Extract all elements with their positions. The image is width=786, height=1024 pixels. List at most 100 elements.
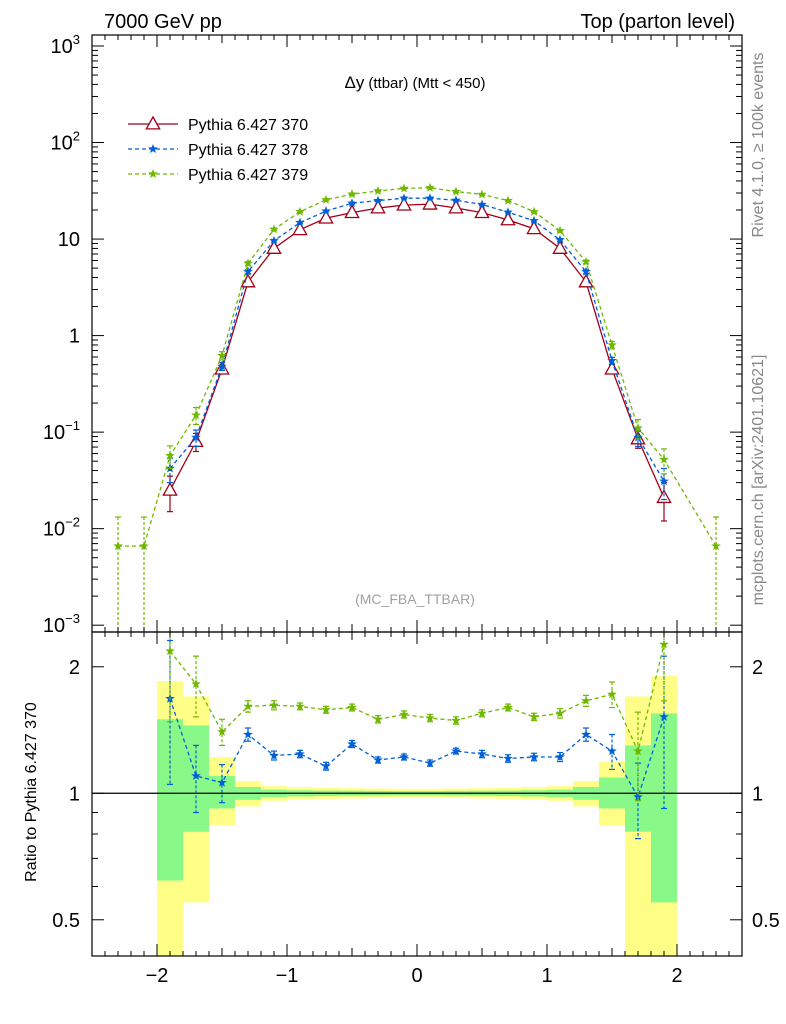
ratio-series-pythia-6-427-379 (165, 631, 669, 802)
data-point (422, 195, 438, 210)
uncertainty-band-green (183, 725, 209, 832)
x-tick-label: 0 (411, 965, 422, 987)
data-point (139, 541, 149, 551)
data-point (425, 182, 435, 192)
data-point (552, 240, 568, 254)
data-point (451, 186, 461, 196)
data-point (451, 195, 461, 205)
data-point (347, 198, 357, 208)
ratio-data-point (555, 752, 565, 761)
data-point (581, 266, 591, 276)
ratio-data-point (451, 715, 461, 725)
data-point (656, 489, 672, 504)
data-point (399, 193, 409, 203)
data-point (243, 258, 253, 268)
ratio-y-tick-label-right: 2 (752, 657, 763, 679)
ratio-data-point (581, 695, 591, 705)
series-line (169, 203, 665, 498)
data-point (240, 273, 256, 288)
data-point (503, 207, 513, 217)
legend-label: Pythia 6.427 370 (188, 117, 308, 134)
ratio-data-point (321, 761, 331, 771)
ratio-series-pythia-6-427-378 (165, 639, 669, 840)
data-point (659, 454, 669, 464)
data-point (191, 410, 201, 420)
data-point (295, 217, 305, 227)
ratio-data-point (399, 709, 409, 719)
ratio-data-point (243, 729, 253, 739)
main-panel: Δy (ttbar) (Mtt < 450) (MC_FBA_TTBAR) 103… (43, 32, 743, 637)
data-point (243, 266, 253, 276)
legend-marker (145, 115, 161, 130)
ratio-data-point (633, 792, 643, 801)
data-point (711, 541, 721, 551)
ratio-data-point (659, 711, 669, 721)
data-point (370, 199, 386, 214)
y-tick-label: 102 (51, 129, 80, 155)
data-point (217, 350, 227, 360)
legend-marker (148, 144, 158, 153)
watermark-analysis-label: (MC_FBA_TTBAR) (355, 591, 475, 607)
legend-label: Pythia 6.427 379 (188, 167, 308, 184)
data-point (321, 206, 331, 216)
data-point (399, 183, 409, 193)
ratio-data-point (529, 711, 539, 721)
ratio-series-line (169, 698, 665, 799)
ratio-data-point (607, 746, 617, 756)
ratio-data-point (269, 700, 279, 710)
ratio-data-point (581, 729, 591, 739)
ratio-data-point (191, 679, 201, 688)
data-point (191, 432, 201, 442)
ratio-data-point (477, 708, 487, 718)
ratio-data-point (529, 752, 539, 761)
x-tick-label: −2 (146, 965, 169, 987)
ratio-y-axis-label: Ratio to Pythia 6.427 370 (23, 702, 40, 882)
data-point (607, 339, 617, 349)
ratio-data-point (633, 746, 643, 756)
ratio-y-tick-label-left: 0.5 (52, 910, 80, 932)
series-pythia-6-427-378 (165, 193, 669, 501)
data-point (373, 195, 383, 205)
series-line (118, 187, 717, 547)
ratio-data-point (191, 770, 201, 780)
data-point (113, 541, 123, 551)
ratio-y-tick-label-right: 0.5 (752, 910, 780, 932)
y-tick-label: 103 (51, 32, 80, 58)
ratio-data-point (217, 726, 227, 736)
ratio-data-point (347, 739, 357, 749)
ratio-data-point (269, 750, 279, 760)
ratio-data-point (425, 758, 435, 768)
ratio-data-point (555, 708, 565, 718)
ratio-data-point (243, 701, 253, 711)
data-point (396, 196, 412, 211)
ratio-data-point (321, 704, 331, 714)
data-point (503, 195, 513, 205)
data-point (604, 360, 620, 375)
data-point (318, 209, 334, 224)
ratio-data-point (503, 753, 513, 763)
data-point (373, 186, 383, 195)
data-point (581, 256, 591, 266)
data-point (633, 423, 643, 433)
chart-title-symbol: Δy (345, 73, 365, 92)
ratio-y-tick-label-left: 2 (69, 657, 80, 679)
ratio-data-point (217, 777, 227, 787)
data-point (347, 189, 357, 199)
data-point (477, 189, 487, 199)
chart-title: Δy (ttbar) (Mtt < 450) (345, 73, 486, 92)
ratio-panel: 0.5 0.5 1 1 2 2 −2 −1 0 1 2 Ratio to Pythia 6.427 … (23, 631, 780, 987)
ratio-y-tick-label-left: 1 (69, 783, 80, 805)
data-point (425, 193, 435, 203)
data-point (477, 199, 487, 209)
y-tick-label: 1 (69, 326, 80, 348)
data-point (269, 235, 279, 245)
legend-marker (148, 169, 158, 178)
data-point (529, 215, 539, 225)
legend-label: Pythia 6.427 378 (188, 142, 308, 159)
data-point (474, 204, 490, 219)
data-point (295, 206, 305, 216)
ratio-data-point (503, 702, 513, 712)
ratio-data-point (373, 755, 383, 765)
y-tick-label: 10 (58, 229, 80, 251)
